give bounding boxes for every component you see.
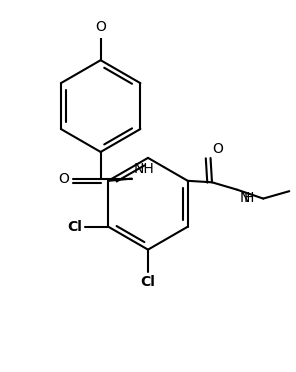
Text: Cl: Cl: [141, 275, 155, 289]
Text: O: O: [212, 142, 223, 155]
Text: N: N: [239, 191, 250, 205]
Text: H: H: [243, 191, 254, 205]
Text: Cl: Cl: [67, 220, 82, 234]
Text: O: O: [58, 171, 69, 186]
Text: O: O: [95, 20, 106, 35]
Text: NH: NH: [134, 162, 155, 176]
